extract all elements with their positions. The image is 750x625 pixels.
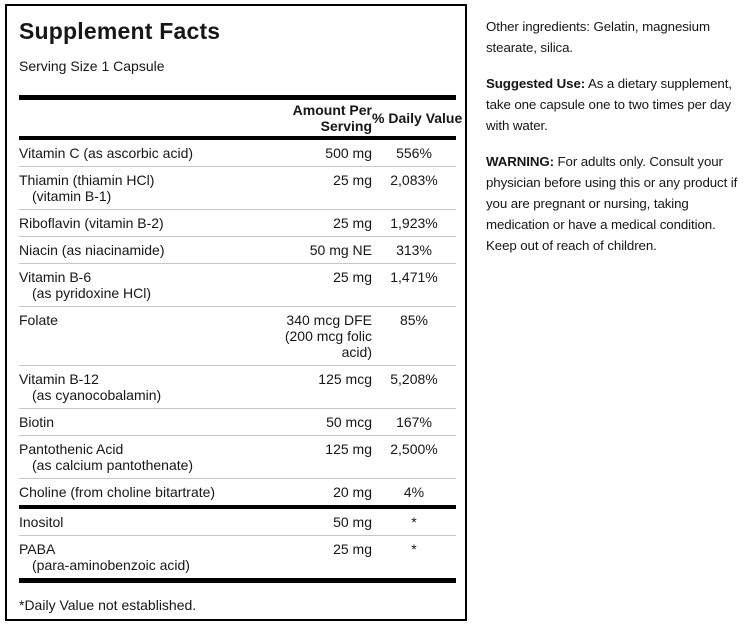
nutrient-row: Vitamin B-6 (as pyridoxine HCl) 25 mg 1,471… — [19, 263, 456, 306]
nutrient-daily-value: 85% — [399, 312, 429, 328]
nutrient-name-cell: Niacin (as niacinamide) — [19, 242, 267, 258]
warning-text: For adults only. Consult your physician … — [486, 154, 738, 253]
nutrient-amount: 25 mg — [333, 269, 372, 285]
nutrient-name-cell: Choline (from choline bitartrate) — [19, 484, 267, 500]
nutrient-name: Pantothenic Acid — [19, 441, 124, 457]
nutrient-name-cell: Pantothenic Acid (as calcium pantothenate… — [19, 441, 267, 473]
nutrient-amount: 50 mg NE — [309, 242, 372, 258]
nutrient-amount: 125 mg — [325, 441, 372, 457]
nutrient-row: Vitamin C (as ascorbic acid) 500 mg 556% — [19, 140, 456, 166]
nutrient-name: Thiamin (thiamin HCl) — [19, 172, 155, 188]
nutrient-name: PABA — [19, 541, 56, 557]
nutrient-amount: 50 mg — [333, 514, 372, 530]
nutrient-name-cell: Thiamin (thiamin HCl) (vitamin B-1) — [19, 172, 267, 204]
nutrient-amount: 25 mg — [333, 215, 372, 231]
nutrient-row: Inositol 50 mg * — [19, 509, 456, 535]
nutrient-row: Vitamin B-12 (as cyanocobalamin) 125 mcg 5,… — [19, 365, 456, 408]
divider-thick-bottom — [19, 578, 456, 583]
nutrient-row: Riboflavin (vitamin B-2) 25 mg 1,923% — [19, 209, 456, 236]
nutrient-amount: 340 mcg DFE (200 mcg folic acid) — [284, 312, 372, 360]
nutrient-name: Vitamin B-12 — [19, 371, 99, 387]
nutrient-amount: 500 mg — [325, 145, 372, 161]
nutrient-amount: 25 mg — [333, 172, 372, 188]
nutrient-row: Niacin (as niacinamide) 50 mg NE 313% — [19, 236, 456, 263]
suggested-use-label: Suggested Use: — [486, 76, 586, 91]
supplement-facts-panel: Supplement Facts Serving Size 1 Capsule … — [5, 4, 467, 621]
nutrient-daily-value: * — [411, 541, 417, 557]
divider-thick-top — [19, 95, 456, 100]
nutrient-name: Folate — [19, 312, 58, 328]
nutrient-daily-value: 2,500% — [390, 441, 438, 457]
nutrient-name-cell: Biotin — [19, 414, 267, 430]
nutrient-daily-value: 313% — [396, 242, 432, 258]
other-ingredients-text: Other ingredients: Gelatin, magnesium st… — [486, 19, 710, 55]
nutrient-name-cell: Vitamin C (as ascorbic acid) — [19, 145, 267, 161]
nutrient-row: Biotin 50 mcg 167% — [19, 408, 456, 435]
nutrient-name-cell: PABA (para-aminobenzoic acid) — [19, 541, 267, 573]
daily-value-footnote: *Daily Value not established. — [19, 597, 197, 613]
nutrient-rows: Vitamin C (as ascorbic acid) 500 mg 556% Th… — [19, 140, 456, 505]
nutrient-daily-value: 1,923% — [390, 215, 438, 231]
nutrient-row: Pantothenic Acid (as calcium pantothenate… — [19, 435, 456, 478]
nutrient-name-sub: (as cyanocobalamin) — [32, 387, 162, 403]
nutrient-name: Riboflavin (vitamin B-2) — [19, 215, 164, 231]
nutrient-daily-value: 1,471% — [390, 269, 438, 285]
nutrient-name: Inositol — [19, 514, 64, 530]
nutrient-name-sub: (para-aminobenzoic acid) — [32, 557, 190, 573]
table-header: Amount Per Serving % Daily Value — [19, 100, 463, 136]
nutrient-name-sub: (as calcium pantothenate) — [32, 457, 194, 473]
nutrient-daily-value: * — [411, 514, 417, 530]
nutrient-daily-value: 5,208% — [390, 371, 438, 387]
suggested-use-paragraph: Suggested Use: As a dietary supplement, … — [486, 73, 750, 136]
nutrient-name-cell: Folate — [19, 312, 267, 328]
nutrient-name-cell: Vitamin B-12 (as cyanocobalamin) — [19, 371, 267, 403]
panel-title: Supplement Facts — [19, 18, 221, 44]
nutrient-daily-value: 2,083% — [390, 172, 438, 188]
nutrient-row: Choline (from choline bitartrate) 20 mg 4% — [19, 478, 456, 505]
column-header-amount-per-serving: Amount Per Serving — [292, 102, 372, 134]
nutrient-name-cell: Riboflavin (vitamin B-2) — [19, 215, 267, 231]
nutrient-name: Vitamin B-6 — [19, 269, 92, 285]
nutrient-name-sub: (as pyridoxine HCl) — [32, 285, 152, 301]
nutrient-daily-value: 167% — [396, 414, 432, 430]
nutrient-daily-value: 4% — [403, 484, 425, 500]
nutrient-row: Thiamin (thiamin HCl) (vitamin B-1) 25 mg 2… — [19, 166, 456, 209]
divider-above-no-dv-rows — [19, 505, 456, 509]
column-header-daily-value: % Daily Value — [372, 110, 463, 126]
nutrient-name: Niacin (as niacinamide) — [19, 242, 165, 258]
other-ingredients-paragraph: Other ingredients: Gelatin, magnesium st… — [486, 16, 750, 58]
nutrient-name-cell: Inositol — [19, 514, 267, 530]
nutrient-name: Vitamin C (as ascorbic acid) — [19, 145, 194, 161]
nutrient-name-sub: (vitamin B-1) — [32, 188, 112, 204]
nutrient-row: PABA (para-aminobenzoic acid) 25 mg * — [19, 535, 456, 578]
no-daily-value-rows: Inositol 50 mg * PABA (para-aminobenzoic aci… — [19, 509, 456, 578]
suggested-use-text: As a dietary supplement, take one capsul… — [486, 76, 732, 133]
warning-paragraph: WARNING: For adults only. Consult your p… — [486, 151, 750, 256]
divider-below-header — [19, 136, 456, 140]
nutrient-amount: 50 mcg — [326, 414, 372, 430]
serving-size: Serving Size 1 Capsule — [19, 58, 165, 74]
nutrient-amount: 20 mg — [333, 484, 372, 500]
warning-label: WARNING: — [486, 154, 554, 169]
nutrient-amount: 25 mg — [333, 541, 372, 557]
nutrient-daily-value: 556% — [396, 145, 432, 161]
right-column: Other ingredients: Gelatin, magnesium st… — [486, 16, 750, 271]
nutrient-name: Biotin — [19, 414, 55, 430]
nutrient-amount: 125 mcg — [318, 371, 372, 387]
nutrient-name: Choline (from choline bitartrate) — [19, 484, 216, 500]
nutrient-name-cell: Vitamin B-6 (as pyridoxine HCl) — [19, 269, 267, 301]
nutrient-row: Folate 340 mcg DFE (200 mcg folic acid) 85… — [19, 306, 456, 365]
